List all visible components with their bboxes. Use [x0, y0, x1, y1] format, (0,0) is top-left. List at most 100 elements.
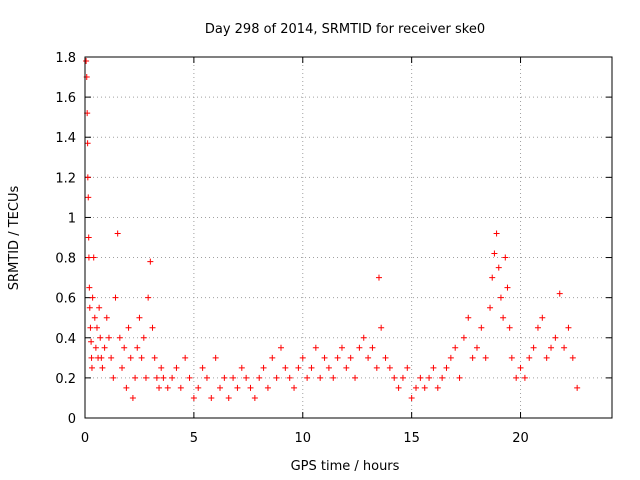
data-point	[526, 354, 533, 361]
data-point	[530, 344, 537, 351]
data-point	[89, 294, 96, 301]
data-point	[158, 364, 165, 371]
ticks: 0 0.2 0.4 0.6 0.8 1 1.2 1.4 1.6 1.8 0 5 10 15 20	[55, 51, 612, 446]
y-tick-label: 0.4	[55, 332, 76, 347]
y-tick-label: 1.2	[55, 171, 76, 186]
data-point	[243, 374, 250, 381]
data-point	[247, 384, 254, 391]
data-point	[534, 324, 541, 331]
y-axis-label: SRMTID / TECUs	[7, 186, 22, 291]
data-point	[88, 338, 95, 345]
data-point	[421, 384, 428, 391]
data-point	[86, 284, 93, 291]
data-point	[487, 304, 494, 311]
data-point	[565, 324, 572, 331]
data-point	[395, 384, 402, 391]
data-point	[134, 344, 141, 351]
data-point	[569, 354, 576, 361]
data-point	[85, 234, 92, 241]
data-point	[489, 274, 496, 281]
data-point	[460, 334, 467, 341]
data-point	[112, 294, 119, 301]
data-points	[83, 58, 581, 401]
data-point	[543, 354, 550, 361]
data-point	[140, 334, 147, 341]
data-point	[221, 374, 228, 381]
data-point	[83, 58, 90, 65]
data-point	[404, 364, 411, 371]
data-point	[295, 364, 302, 371]
data-point	[142, 374, 149, 381]
data-point	[96, 304, 103, 311]
data-point	[391, 374, 398, 381]
data-point	[508, 354, 515, 361]
data-point	[382, 354, 389, 361]
data-point	[101, 344, 108, 351]
data-point	[114, 230, 121, 237]
data-point	[132, 374, 139, 381]
y-tick-label: 0	[68, 412, 76, 427]
data-point	[482, 354, 489, 361]
data-point	[417, 374, 424, 381]
data-point	[85, 194, 92, 201]
data-point	[369, 344, 376, 351]
data-point	[291, 384, 298, 391]
data-point	[500, 314, 507, 321]
data-point	[123, 384, 130, 391]
data-point	[203, 374, 210, 381]
data-point	[145, 294, 152, 301]
data-point	[497, 294, 504, 301]
data-point	[151, 354, 158, 361]
data-point	[225, 394, 232, 401]
data-point	[182, 354, 189, 361]
data-point	[149, 324, 156, 331]
y-tick-label: 0.2	[55, 372, 76, 387]
data-point	[373, 364, 380, 371]
data-point	[98, 354, 105, 361]
data-point	[108, 354, 115, 361]
data-point	[347, 354, 354, 361]
data-point	[365, 354, 372, 361]
data-point	[147, 258, 154, 265]
data-point	[282, 364, 289, 371]
data-point	[121, 344, 128, 351]
data-point	[273, 374, 280, 381]
data-point	[413, 384, 420, 391]
data-point	[548, 344, 555, 351]
data-point	[177, 384, 184, 391]
chart-title: Day 298 of 2014, SRMTID for receiver ske…	[205, 22, 485, 37]
data-point	[517, 364, 524, 371]
data-point	[493, 230, 500, 237]
data-point	[87, 324, 94, 331]
x-tick-label: 10	[294, 431, 311, 446]
data-point	[465, 314, 472, 321]
data-point	[299, 354, 306, 361]
data-point	[260, 364, 267, 371]
data-point	[502, 254, 509, 261]
data-point	[312, 344, 319, 351]
data-point	[212, 354, 219, 361]
data-point	[129, 394, 136, 401]
data-point	[269, 354, 276, 361]
data-point	[352, 374, 359, 381]
data-point	[443, 364, 450, 371]
data-point	[469, 354, 476, 361]
data-point	[473, 344, 480, 351]
data-point	[308, 364, 315, 371]
data-point	[88, 364, 95, 371]
data-point	[552, 334, 559, 341]
data-point	[321, 354, 328, 361]
data-point	[456, 374, 463, 381]
data-point	[561, 344, 568, 351]
data-point	[521, 374, 528, 381]
data-point	[160, 374, 167, 381]
data-point	[234, 384, 241, 391]
data-point	[99, 364, 106, 371]
data-point	[439, 374, 446, 381]
x-tick-label: 20	[512, 431, 529, 446]
data-point	[325, 364, 332, 371]
data-point	[153, 374, 160, 381]
data-point	[286, 374, 293, 381]
data-point	[173, 364, 180, 371]
